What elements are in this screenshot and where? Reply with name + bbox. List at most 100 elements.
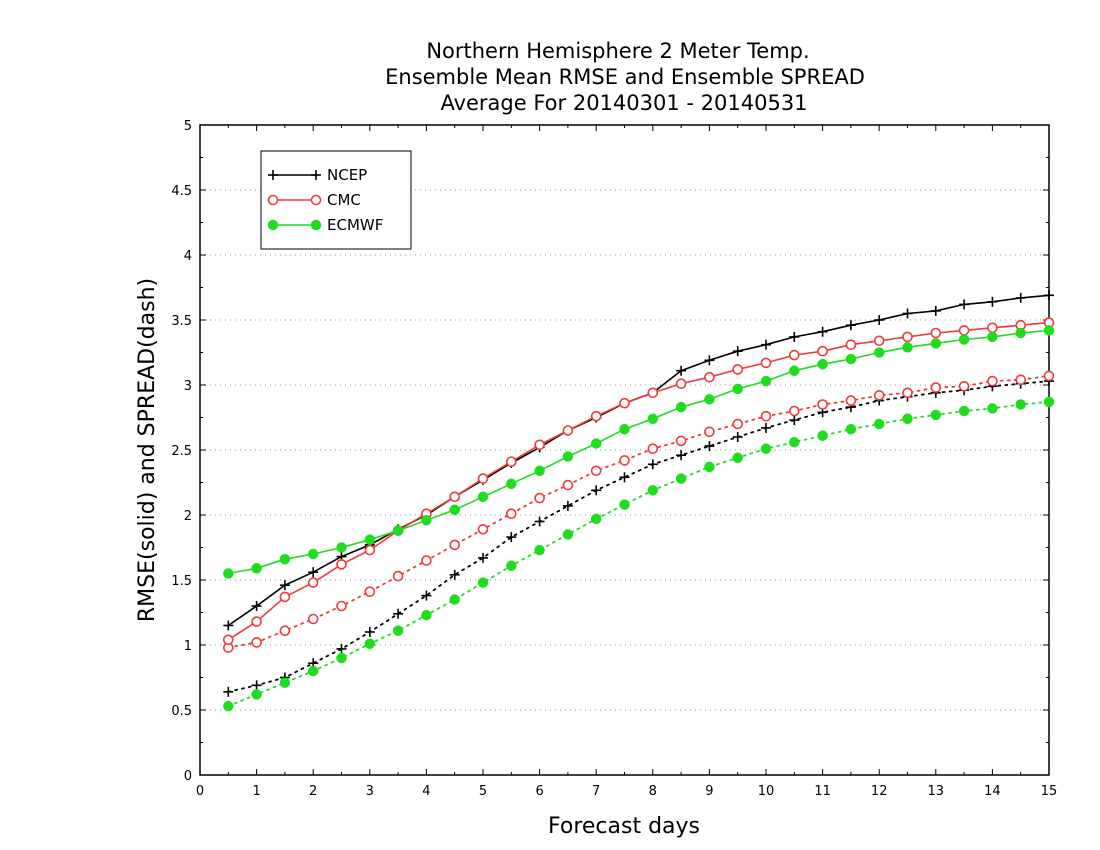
point-ncep-spread-8 <box>449 569 460 580</box>
x-tick-label-15: 15 <box>1041 784 1058 799</box>
point-ecmwf-spread-4 <box>336 652 347 664</box>
point-cmc-rmse-24 <box>902 331 913 343</box>
point-ncep-spread-9 <box>478 552 488 563</box>
point-ncep-rmse-18 <box>732 346 743 357</box>
point-ecmwf-spread-2 <box>279 677 291 688</box>
point-ecmwf-spread-27 <box>987 403 998 414</box>
series-ecmwf-rmse <box>223 325 1055 579</box>
point-ncep-spread-20 <box>789 415 800 426</box>
point-ncep-spread-17 <box>704 441 715 452</box>
point-ecmwf-spread-1 <box>251 689 262 700</box>
point-cmc-rmse-20 <box>788 349 800 361</box>
y-tick-label-4: 2 <box>184 509 192 524</box>
point-ecmwf-rmse-10 <box>506 478 517 490</box>
series-ncep-rmse <box>223 290 1054 631</box>
point-cmc-rmse-12 <box>562 425 574 436</box>
point-ecmwf-spread-21 <box>817 430 828 441</box>
series-cmc-rmse <box>223 317 1055 646</box>
point-cmc-spread-17 <box>704 426 715 438</box>
point-ecmwf-rmse-29 <box>1043 325 1055 336</box>
legend: NCEP CMC ECMWF <box>260 150 412 250</box>
point-ncep-rmse-19 <box>761 339 771 350</box>
point-cmc-rmse-19 <box>760 357 772 369</box>
chart-title-line-1: Northern Hemisphere 2 Meter Temp. <box>426 39 809 63</box>
point-ecmwf-spread-3 <box>307 665 319 677</box>
point-ncep-rmse-1 <box>251 601 262 611</box>
x-tick-label-7: 7 <box>592 784 600 799</box>
point-ncep-rmse-22 <box>845 320 856 331</box>
y-axis-label: RMSE(solid) and SPREAD(dash) <box>135 278 160 622</box>
point-cmc-rmse-13 <box>590 410 602 422</box>
point-ncep-rmse-27 <box>987 296 998 307</box>
point-ecmwf-spread-8 <box>449 594 460 605</box>
grid <box>200 189 1049 711</box>
series-line-ecmwf-rmse <box>228 329 1050 575</box>
point-ecmwf-rmse-0 <box>223 568 234 579</box>
y-tick-label-1: 0.5 <box>171 704 192 719</box>
point-ecmwf-spread-0 <box>223 700 234 712</box>
point-cmc-rmse-0 <box>223 634 234 646</box>
point-ncep-rmse-0 <box>223 620 234 631</box>
point-cmc-spread-18 <box>732 418 744 430</box>
x-tick-label-5: 5 <box>479 784 487 799</box>
x-tick-label-6: 6 <box>535 784 543 799</box>
y-tick-label-7: 3.5 <box>171 314 192 329</box>
point-ecmwf-spread-25 <box>930 409 942 421</box>
point-ncep-spread-5 <box>364 627 375 637</box>
point-cmc-spread-9 <box>477 523 489 535</box>
point-ncep-spread-0 <box>223 686 234 697</box>
point-cmc-spread-14 <box>619 455 630 466</box>
point-cmc-rmse-26 <box>958 325 970 336</box>
point-ncep-rmse-16 <box>676 365 687 376</box>
point-ncep-rmse-2 <box>279 580 290 591</box>
x-axis-label: Forecast days <box>548 814 700 839</box>
chart-title: Northern Hemisphere 2 Meter Temp. Ensemb… <box>385 39 865 115</box>
point-ecmwf-rmse-9 <box>477 491 489 503</box>
point-cmc-rmse-14 <box>619 397 630 409</box>
point-cmc-rmse-3 <box>307 577 319 588</box>
y-tick-label-2: 1 <box>184 639 192 654</box>
legend-label-cmc: CMC <box>327 191 361 209</box>
point-cmc-spread-15 <box>647 443 659 455</box>
x-tick-label-12: 12 <box>871 784 888 799</box>
point-ecmwf-rmse-25 <box>930 338 942 349</box>
point-ncep-spread-10 <box>506 532 517 543</box>
x-tick-label-4: 4 <box>422 784 430 799</box>
point-cmc-rmse-1 <box>251 616 262 627</box>
point-ecmwf-rmse-2 <box>279 553 291 565</box>
axis-ticks: 00.511.522.533.544.550 1 2 3 4 5 6 7 8 9 10 11 12 13 1… <box>171 119 1057 799</box>
point-ncep-rmse-21 <box>817 326 828 337</box>
y-tick-label-0: 0 <box>184 769 192 784</box>
point-ecmwf-spread-13 <box>590 513 602 525</box>
point-cmc-spread-16 <box>675 435 687 447</box>
point-cmc-spread-6 <box>392 570 404 582</box>
point-ecmwf-rmse-7 <box>421 514 432 526</box>
legend-label-ecmwf: ECMWF <box>327 216 383 234</box>
point-cmc-rmse-22 <box>845 339 857 351</box>
series-ecmwf-spread <box>223 396 1055 712</box>
point-ecmwf-rmse-8 <box>449 504 460 516</box>
point-cmc-rmse-16 <box>675 378 687 390</box>
y-tick-label-6: 3 <box>184 379 192 394</box>
point-ecmwf-rmse-22 <box>845 353 857 365</box>
point-ncep-rmse-3 <box>308 567 319 578</box>
point-ecmwf-spread-26 <box>958 405 970 417</box>
point-ncep-rmse-28 <box>1015 292 1026 303</box>
point-ecmwf-spread-6 <box>392 625 404 636</box>
point-cmc-rmse-5 <box>364 544 376 556</box>
point-ecmwf-spread-20 <box>789 436 800 448</box>
point-cmc-spread-28 <box>1015 374 1027 386</box>
point-ncep-rmse-17 <box>704 355 715 366</box>
legend-marker-start-ncep <box>268 170 278 180</box>
y-tick-label-3: 1.5 <box>171 574 192 589</box>
x-tick-label-3: 3 <box>366 784 374 799</box>
point-ncep-spread-1 <box>251 680 262 691</box>
y-tick-label-10: 5 <box>184 119 192 134</box>
point-ncep-spread-16 <box>676 450 687 461</box>
point-cmc-spread-25 <box>930 382 942 393</box>
point-ecmwf-spread-9 <box>477 577 489 588</box>
point-ecmwf-spread-18 <box>732 452 743 464</box>
point-ecmwf-rmse-19 <box>760 375 772 387</box>
point-cmc-rmse-10 <box>505 456 517 468</box>
x-tick-label-11: 11 <box>814 784 831 799</box>
